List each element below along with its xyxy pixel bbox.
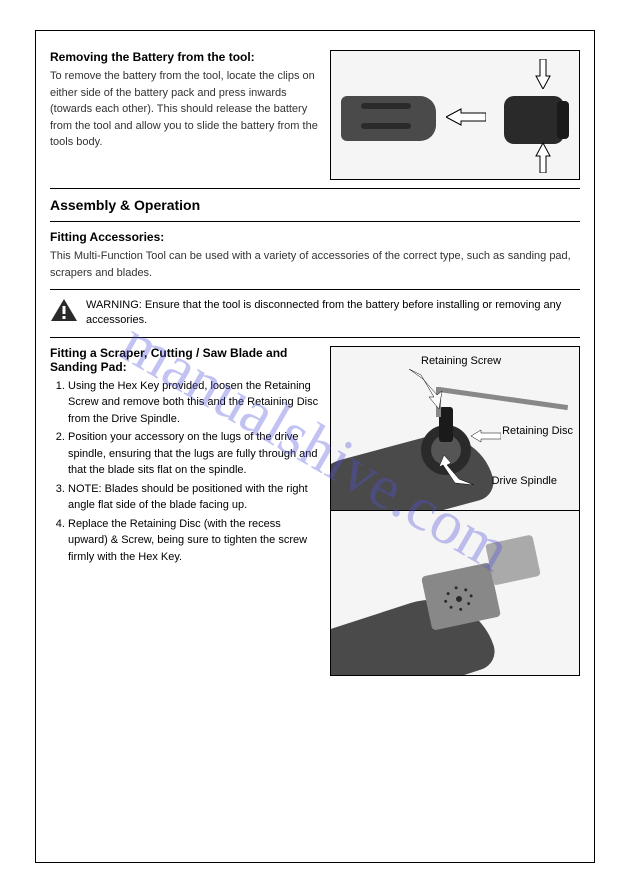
fitting-accessories-heading: Fitting Accessories:	[50, 230, 580, 244]
figure-battery-removal	[330, 50, 580, 180]
list-item: Using the Hex Key provided, loosen the R…	[68, 378, 320, 428]
figure-blade-mounted	[330, 511, 580, 676]
fitting-blade-heading: Fitting a Scraper, Cutting / Saw Blade a…	[50, 346, 320, 374]
section-fitting-blade: Fitting a Scraper, Cutting / Saw Blade a…	[50, 346, 580, 676]
warning-icon	[50, 298, 78, 322]
divider-4	[50, 337, 580, 338]
label-retaining-screw: Retaining Screw	[421, 355, 501, 367]
label-drive-spindle: Drive Spindle	[492, 475, 557, 487]
divider-2	[50, 221, 580, 222]
assembly-heading: Assembly & Operation	[50, 197, 580, 213]
divider-3	[50, 289, 580, 290]
warning-row: WARNING: Ensure that the tool is disconn…	[50, 298, 580, 329]
list-item: NOTE: Blades should be positioned with t…	[68, 481, 320, 514]
warning-text: WARNING: Ensure that the tool is disconn…	[86, 298, 580, 329]
fitting-steps-list: Using the Hex Key provided, loosen the R…	[50, 378, 320, 566]
list-item: Position your accessory on the lugs of t…	[68, 429, 320, 479]
page-content: Removing the Battery from the tool: To r…	[35, 30, 595, 863]
fitting-accessories-body: This Multi-Function Tool can be used wit…	[50, 248, 580, 281]
list-item: Replace the Retaining Disc (with the rec…	[68, 516, 320, 566]
figure-spindle-parts: Retaining Screw Retaining Disc Drive Spi…	[330, 346, 580, 511]
remove-battery-heading: Removing the Battery from the tool:	[50, 50, 320, 64]
remove-battery-body: To remove the battery from the tool, loc…	[50, 68, 320, 151]
divider-1	[50, 188, 580, 189]
section-remove-battery: Removing the Battery from the tool: To r…	[50, 50, 580, 180]
label-retaining-disc: Retaining Disc	[502, 425, 573, 437]
